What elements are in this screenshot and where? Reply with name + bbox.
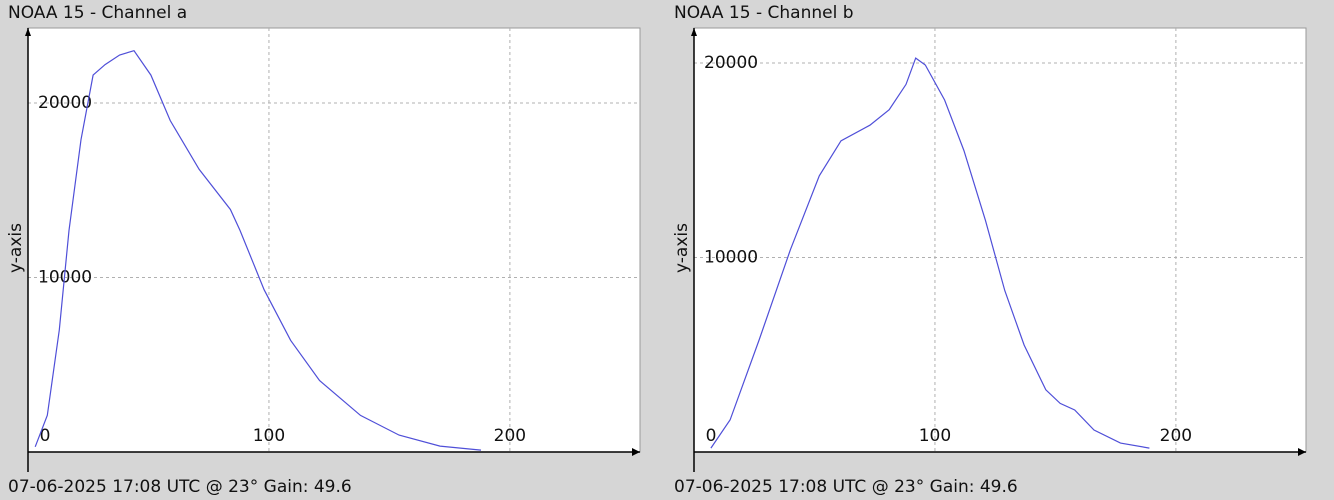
x-tick-label: 0 (40, 426, 51, 446)
x-tick-label: 200 (1160, 426, 1192, 446)
y-axis-label: y-axis (6, 223, 26, 273)
data-line (34, 50, 482, 451)
data-line (710, 57, 1150, 449)
x-axis-arrow (632, 448, 640, 456)
chart-title: NOAA 15 - Channel b (674, 3, 854, 23)
y-tick-label: 10000 (38, 268, 92, 288)
y-axis-arrow (691, 28, 697, 36)
y-tick-label: 10000 (704, 248, 758, 268)
y-tick-label: 20000 (38, 93, 92, 113)
x-axis-arrow (1298, 448, 1306, 456)
y-tick-label: 20000 (704, 53, 758, 73)
x-tick-label: 100 (253, 426, 285, 446)
plot-area (27, 27, 641, 453)
x-tick-label: 100 (919, 426, 951, 446)
chart-title: NOAA 15 - Channel a (8, 3, 187, 23)
y-axis-label: y-axis (672, 223, 692, 273)
plot-area (693, 27, 1307, 453)
footer-text: 07-06-2025 17:08 UTC @ 23° Gain: 49.6 (8, 477, 352, 497)
footer-text: 07-06-2025 17:08 UTC @ 23° Gain: 49.6 (674, 477, 1018, 497)
x-tick-label: 200 (494, 426, 526, 446)
y-axis-arrow (25, 28, 31, 36)
x-tick-label: 0 (706, 426, 717, 446)
